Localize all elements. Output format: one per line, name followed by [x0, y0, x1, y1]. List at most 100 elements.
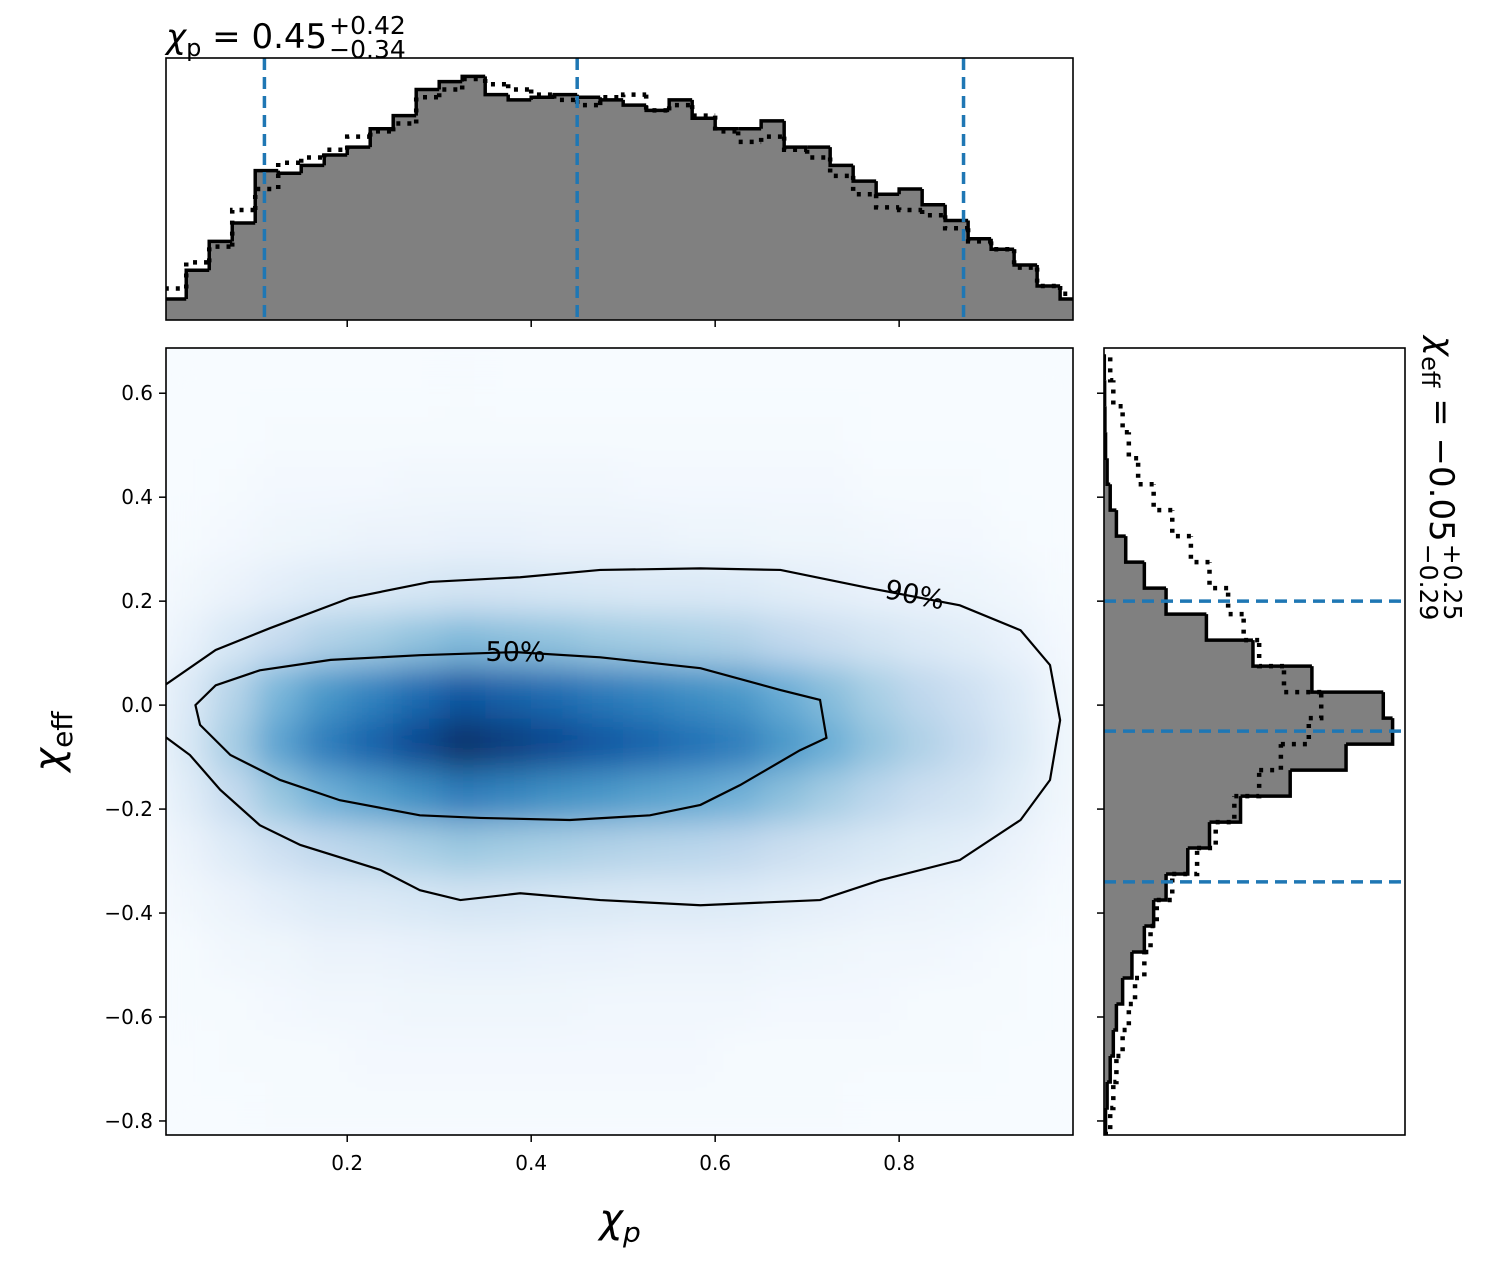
- density-cell: [531, 718, 578, 771]
- density-cell: [899, 718, 946, 771]
- density-cell: [1037, 1081, 1073, 1135]
- density-cell: [166, 926, 210, 979]
- histogram-bar: [853, 181, 877, 320]
- histogram-bar: [278, 173, 302, 320]
- histogram-step: [598, 97, 624, 102]
- y-tick-label: 0.6: [121, 381, 153, 405]
- density-cell: [255, 718, 302, 771]
- density-cell: [577, 458, 624, 511]
- density-cell: [577, 978, 624, 1031]
- density-cell: [715, 1081, 762, 1135]
- density-cell: [669, 406, 716, 459]
- density-cell: [255, 406, 302, 459]
- density-cell: [991, 666, 1038, 719]
- density-cell: [301, 926, 348, 979]
- density-cell: [945, 1029, 992, 1083]
- histogram-bar: [508, 99, 532, 320]
- histogram-bar: [784, 147, 808, 320]
- histogram-step-dotted: [919, 209, 946, 218]
- histogram-step-dotted: [1170, 510, 1191, 539]
- density-cell: [166, 510, 210, 563]
- histogram-step-dotted: [344, 134, 371, 150]
- density-cell: [577, 1081, 624, 1135]
- density-cell: [209, 1029, 256, 1083]
- histogram-bar: [485, 94, 509, 320]
- histogram-step: [1110, 1030, 1116, 1058]
- density-cell: [347, 926, 394, 979]
- density-cell: [209, 978, 256, 1031]
- density-cell: [301, 354, 348, 407]
- density-cell: [347, 1029, 394, 1083]
- density-cell: [807, 1029, 854, 1083]
- histogram-step: [1204, 614, 1253, 642]
- density-cell: [209, 874, 256, 927]
- density-cell: [439, 406, 486, 459]
- histogram-step: [621, 99, 647, 107]
- histogram-step: [1114, 510, 1126, 538]
- histogram-step-dotted: [459, 76, 486, 90]
- density-cell: [715, 614, 762, 667]
- density-cell: [347, 458, 394, 511]
- density-cell: [991, 406, 1038, 459]
- density-cell: [945, 978, 992, 1031]
- histogram-step-dotted: [1011, 249, 1038, 270]
- density-cell: [1037, 926, 1073, 979]
- density-cell: [301, 978, 348, 1031]
- histogram-bar: [232, 223, 256, 320]
- density-cell: [623, 718, 670, 771]
- density-cell: [485, 978, 532, 1031]
- histogram-step-dotted: [1110, 1081, 1116, 1111]
- density-cell: [531, 874, 578, 927]
- histogram-step: [437, 79, 463, 90]
- histogram-step-dotted: [896, 207, 923, 213]
- histogram-bar: [1104, 1055, 1111, 1083]
- density-cell: [945, 822, 992, 875]
- histogram-bar: [1060, 299, 1073, 320]
- density-cell: [623, 874, 670, 927]
- histogram-step: [166, 297, 187, 301]
- histogram-step: [1131, 926, 1147, 954]
- density-cell: [347, 562, 394, 615]
- density-cell: [899, 562, 946, 615]
- histogram-bar: [1104, 822, 1210, 849]
- density-cell: [623, 978, 670, 1031]
- histogram-bar: [876, 194, 900, 320]
- density-cell: [761, 354, 808, 407]
- histogram-step-dotted: [597, 95, 624, 106]
- histogram-bar: [1104, 770, 1291, 797]
- density-cell: [715, 354, 762, 407]
- density-cell: [715, 510, 762, 563]
- density-cell: [209, 822, 256, 875]
- histogram-step-dotted: [482, 78, 509, 87]
- density-cell: [623, 354, 670, 407]
- density-cell: [209, 926, 256, 979]
- histogram-step-dotted: [1188, 536, 1210, 565]
- histogram-step-dotted: [1122, 1004, 1132, 1033]
- density-cell: [807, 1081, 854, 1135]
- histogram-bar: [209, 241, 233, 320]
- histogram-step: [920, 189, 946, 207]
- density-cell: [485, 926, 532, 979]
- histogram-step: [276, 170, 302, 176]
- density-cell: [853, 874, 900, 927]
- histogram-bar: [761, 120, 785, 320]
- x-axis-label-symbol: χ: [597, 1196, 624, 1242]
- density-cell: [255, 614, 302, 667]
- density-cell: [853, 458, 900, 511]
- density-cell: [485, 666, 532, 719]
- histogram-bar: [968, 238, 992, 320]
- histogram-step: [575, 94, 601, 100]
- histogram-step-dotted: [1308, 692, 1324, 721]
- density-cell: [255, 822, 302, 875]
- density-cell: [945, 562, 992, 615]
- histogram-step: [345, 145, 371, 155]
- density-cell: [669, 510, 716, 563]
- density-cell: [393, 354, 440, 407]
- density-cell: [347, 1081, 394, 1135]
- histogram-step: [460, 74, 486, 82]
- density-cell: [899, 354, 946, 407]
- histogram-step-dotted: [965, 228, 992, 244]
- histogram-step-dotted: [1135, 458, 1154, 487]
- density-cell: [301, 874, 348, 927]
- density-cell: [439, 562, 486, 615]
